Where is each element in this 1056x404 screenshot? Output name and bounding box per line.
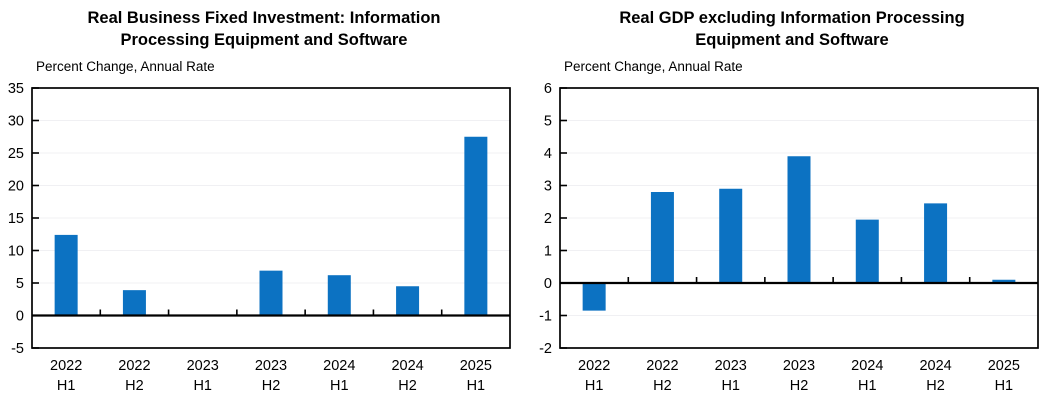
x-axis-label-year: 2025 <box>460 358 492 374</box>
x-axis-label-half: H2 <box>398 378 417 394</box>
chart-title: Real Business Fixed Investment: Informat… <box>87 9 441 49</box>
chart-plot-area: -5051015202530352022H12022H22023H12023H2… <box>8 81 511 394</box>
x-axis-label-half: H2 <box>125 378 144 394</box>
x-axis-label-year: 2023 <box>255 358 287 374</box>
x-axis-label-half: H1 <box>721 378 740 394</box>
bar-2023-H1 <box>719 188 743 283</box>
y-axis-tick-label: 10 <box>8 244 24 260</box>
y-axis-tick-label: -2 <box>539 341 552 357</box>
bar-2024-H1 <box>855 219 879 283</box>
x-axis-label-year: 2023 <box>783 358 815 374</box>
chart-panel-real-gdp-excluding: Real GDP excluding Information Processin… <box>528 0 1056 404</box>
chart-plot-area: -2 -1 0 1 2 3 4 5 6 2022 H1 2022 H2 2023 H1 2023 H2 2024 H… <box>539 81 1039 394</box>
bar-2022-H1 <box>582 283 606 311</box>
y-axis-tick-label: 5 <box>16 276 24 292</box>
x-axis-label-half: H1 <box>193 378 212 394</box>
x-axis-label-half: H2 <box>926 378 945 394</box>
bar-2025-H1 <box>464 136 488 316</box>
x-axis-label-year: 2022 <box>646 358 678 374</box>
y-axis-tick-label: 6 <box>544 81 552 97</box>
x-axis-label-half: H1 <box>858 378 877 394</box>
chart-panel-business-fixed-investment: Real Business Fixed Investment: Informat… <box>8 9 511 394</box>
y-axis-tick-label: -5 <box>11 341 24 357</box>
x-axis-label-half: H1 <box>995 378 1014 394</box>
x-axis-label-half: H1 <box>585 378 604 394</box>
y-axis-tick-label: 0 <box>16 309 24 325</box>
y-axis-tick-label: 2 <box>544 211 552 227</box>
x-axis-label-year: 2025 <box>988 358 1020 374</box>
bar-2023-H2 <box>259 270 283 316</box>
x-axis-label-year: 2022 <box>118 358 150 374</box>
x-axis-label-year: 2022 <box>50 358 82 374</box>
x-axis-label-year: 2024 <box>851 358 883 374</box>
y-axis-tick-label: 0 <box>544 276 552 292</box>
x-axis-label-half: H2 <box>653 378 672 394</box>
bar-2022-H1 <box>54 234 78 316</box>
bar-2024-H2 <box>396 286 420 316</box>
y-axis-tick-label: 35 <box>8 81 24 97</box>
x-axis-label-half: H1 <box>467 378 486 394</box>
bar-2022-H2 <box>650 192 674 283</box>
y-axis-tick-label: -1 <box>539 309 552 325</box>
x-axis-label-year: 2024 <box>391 358 423 374</box>
bar-2024-H1 <box>327 275 351 316</box>
y-axis-tick-label: 15 <box>8 211 24 227</box>
x-axis-label-half: H2 <box>262 378 281 394</box>
x-axis-label-year: 2023 <box>715 358 747 374</box>
x-axis-label-half: H1 <box>330 378 349 394</box>
chart-y-axis-units-label: Percent Change, Annual Rate <box>36 59 215 74</box>
y-axis-tick-label: 1 <box>544 244 552 260</box>
bar-2022-H2 <box>122 290 146 316</box>
x-axis-label-half: H1 <box>57 378 76 394</box>
bar-2024-H2 <box>924 203 948 283</box>
x-axis-label-year: 2024 <box>919 358 951 374</box>
x-axis-label-half: H2 <box>790 378 809 394</box>
x-axis-label-year: 2022 <box>578 358 610 374</box>
y-axis-tick-label: 25 <box>8 146 24 162</box>
bar-2025-H1 <box>992 279 1016 283</box>
y-axis-tick-label: 5 <box>544 114 552 130</box>
bar-2023-H2 <box>787 156 811 283</box>
y-axis-tick-label: 30 <box>8 114 24 130</box>
chart-y-axis-units-label: Percent Change, Annual Rate <box>564 59 743 74</box>
x-axis-label-year: 2024 <box>323 358 355 374</box>
y-axis-tick-label: 20 <box>8 179 24 195</box>
chart-title: Real GDP excluding Information Processin… <box>619 9 965 49</box>
x-axis-label-year: 2023 <box>187 358 219 374</box>
y-axis-tick-label: 3 <box>544 179 552 195</box>
y-axis-tick-label: 4 <box>544 146 552 162</box>
